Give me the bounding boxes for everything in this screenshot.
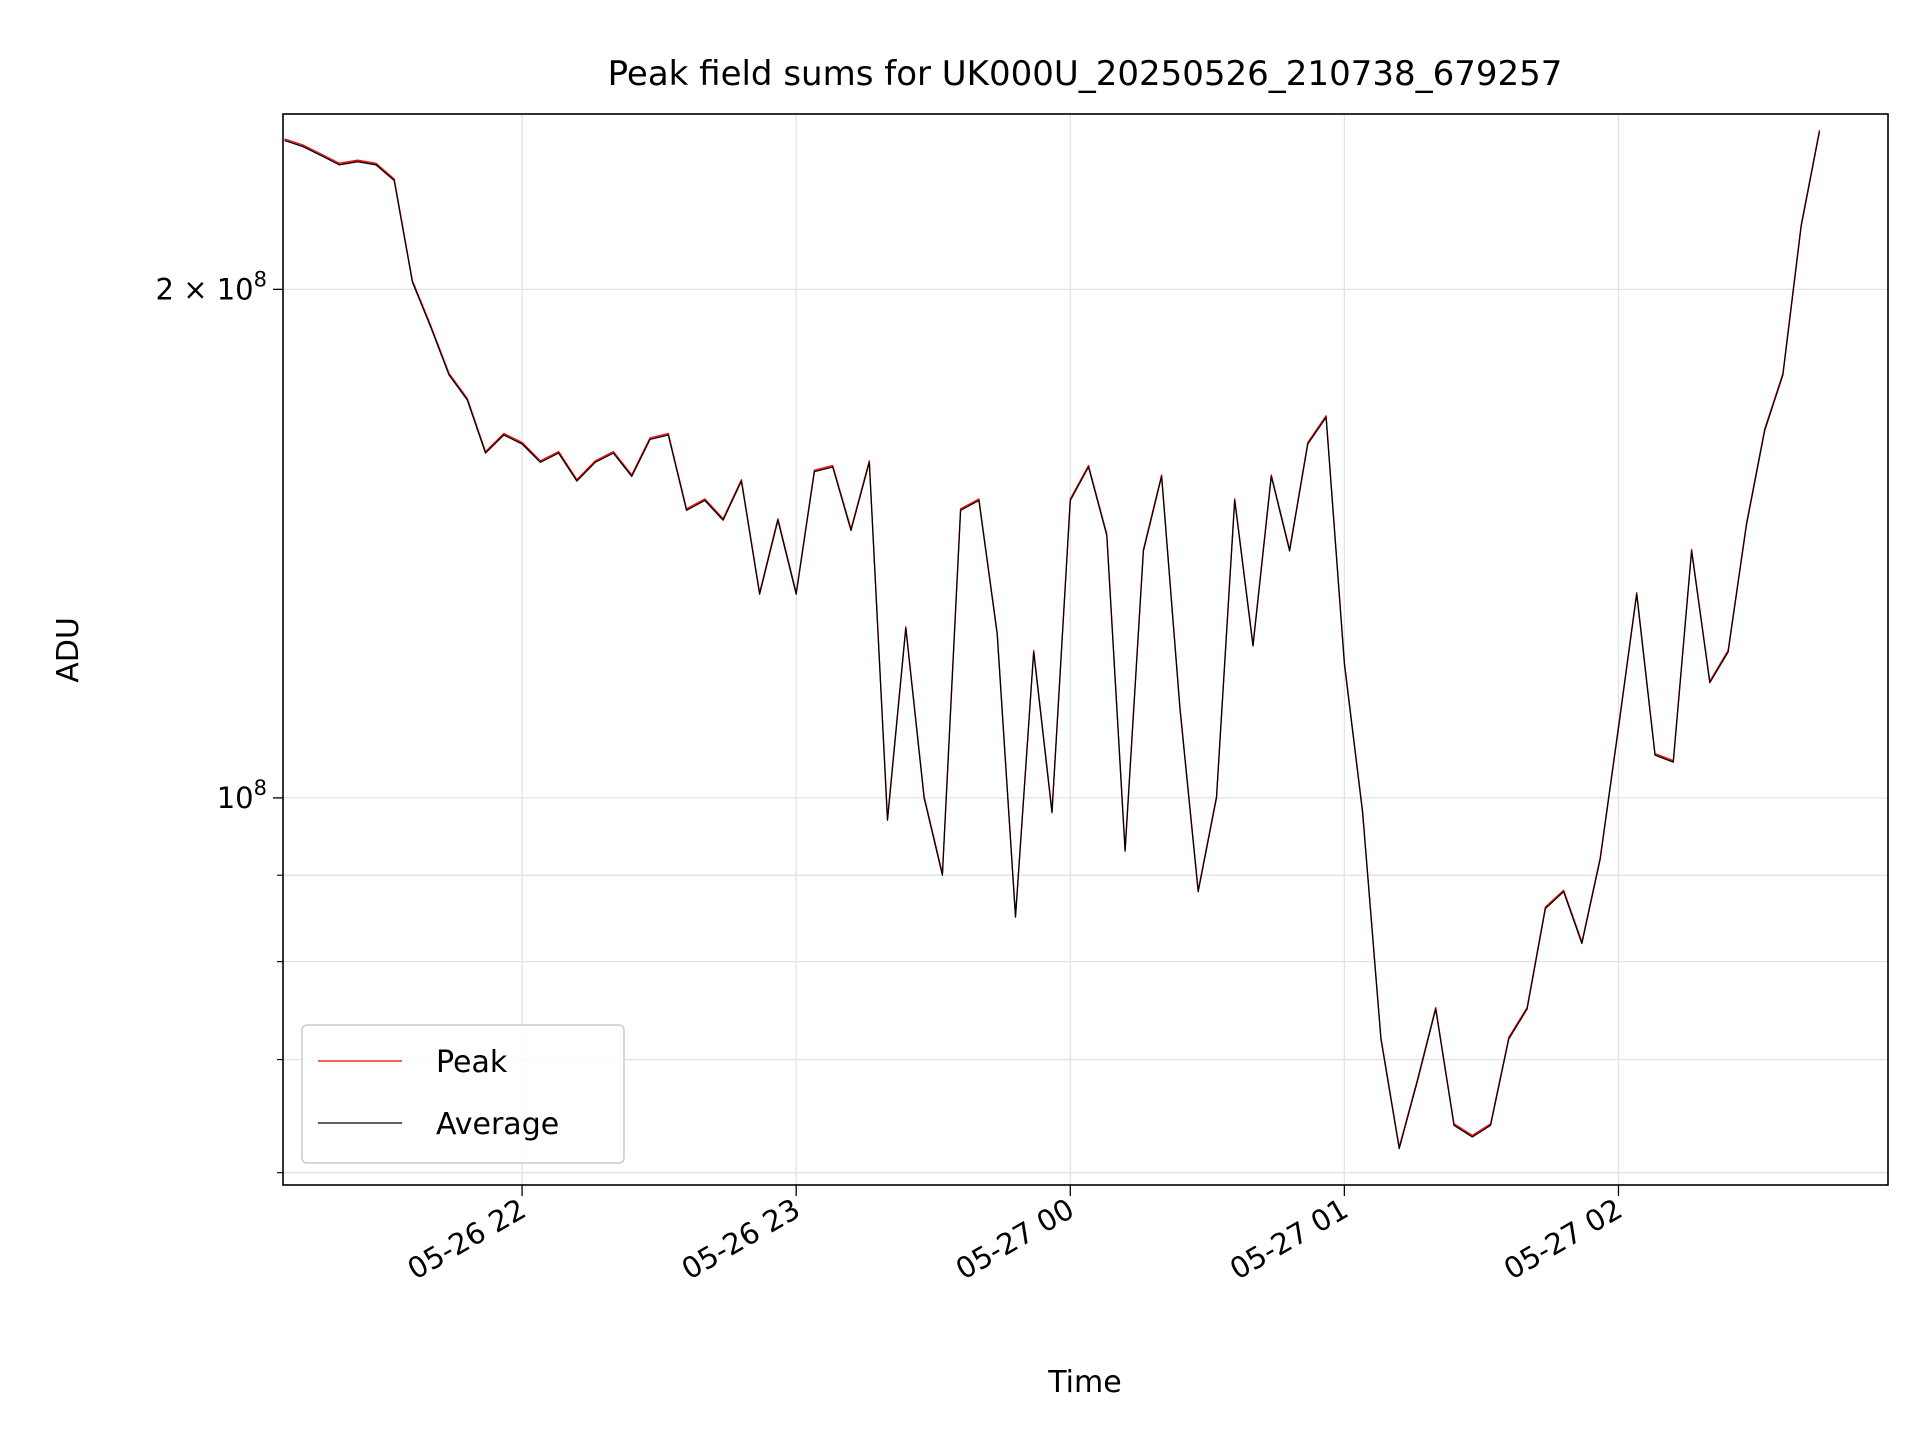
y-tick-label-exponent: 8 [254, 267, 267, 291]
series-layer [284, 129, 1821, 1150]
x-tick-label: 05-26 23 [676, 1192, 806, 1287]
series-line-average [284, 131, 1821, 1150]
series-line-peak [284, 129, 1821, 1148]
x-tick-label: 05-26 22 [402, 1192, 532, 1287]
legend-label-average: Average [436, 1107, 559, 1142]
y-tick-label-base: 10 [217, 781, 254, 815]
x-axis-ticks: 05-26 22 05-26 23 05-27 00 05-27 01 05-27 02 [402, 1185, 1628, 1286]
x-tick-label: 05-27 01 [1224, 1192, 1354, 1287]
x-axis-label: Time [1047, 1365, 1121, 1400]
y-tick-label-exponent: 8 [254, 776, 267, 800]
legend-label-peak: Peak [436, 1045, 508, 1080]
plot-frame [282, 113, 1889, 1186]
legend-box [301, 1024, 625, 1164]
legend: Peak Average [301, 1024, 625, 1164]
chart-title: Peak field sums for UK000U_20250526_2107… [608, 54, 1563, 94]
y-tick-label: 108 [217, 776, 267, 815]
x-tick-label: 05-27 02 [1498, 1192, 1628, 1287]
y-tick-label: 2 × 108 [156, 267, 267, 306]
y-tick-label-base: 2 × 10 [156, 272, 254, 306]
y-axis-label: ADU [51, 617, 86, 683]
x-tick-label: 05-27 00 [950, 1192, 1080, 1287]
